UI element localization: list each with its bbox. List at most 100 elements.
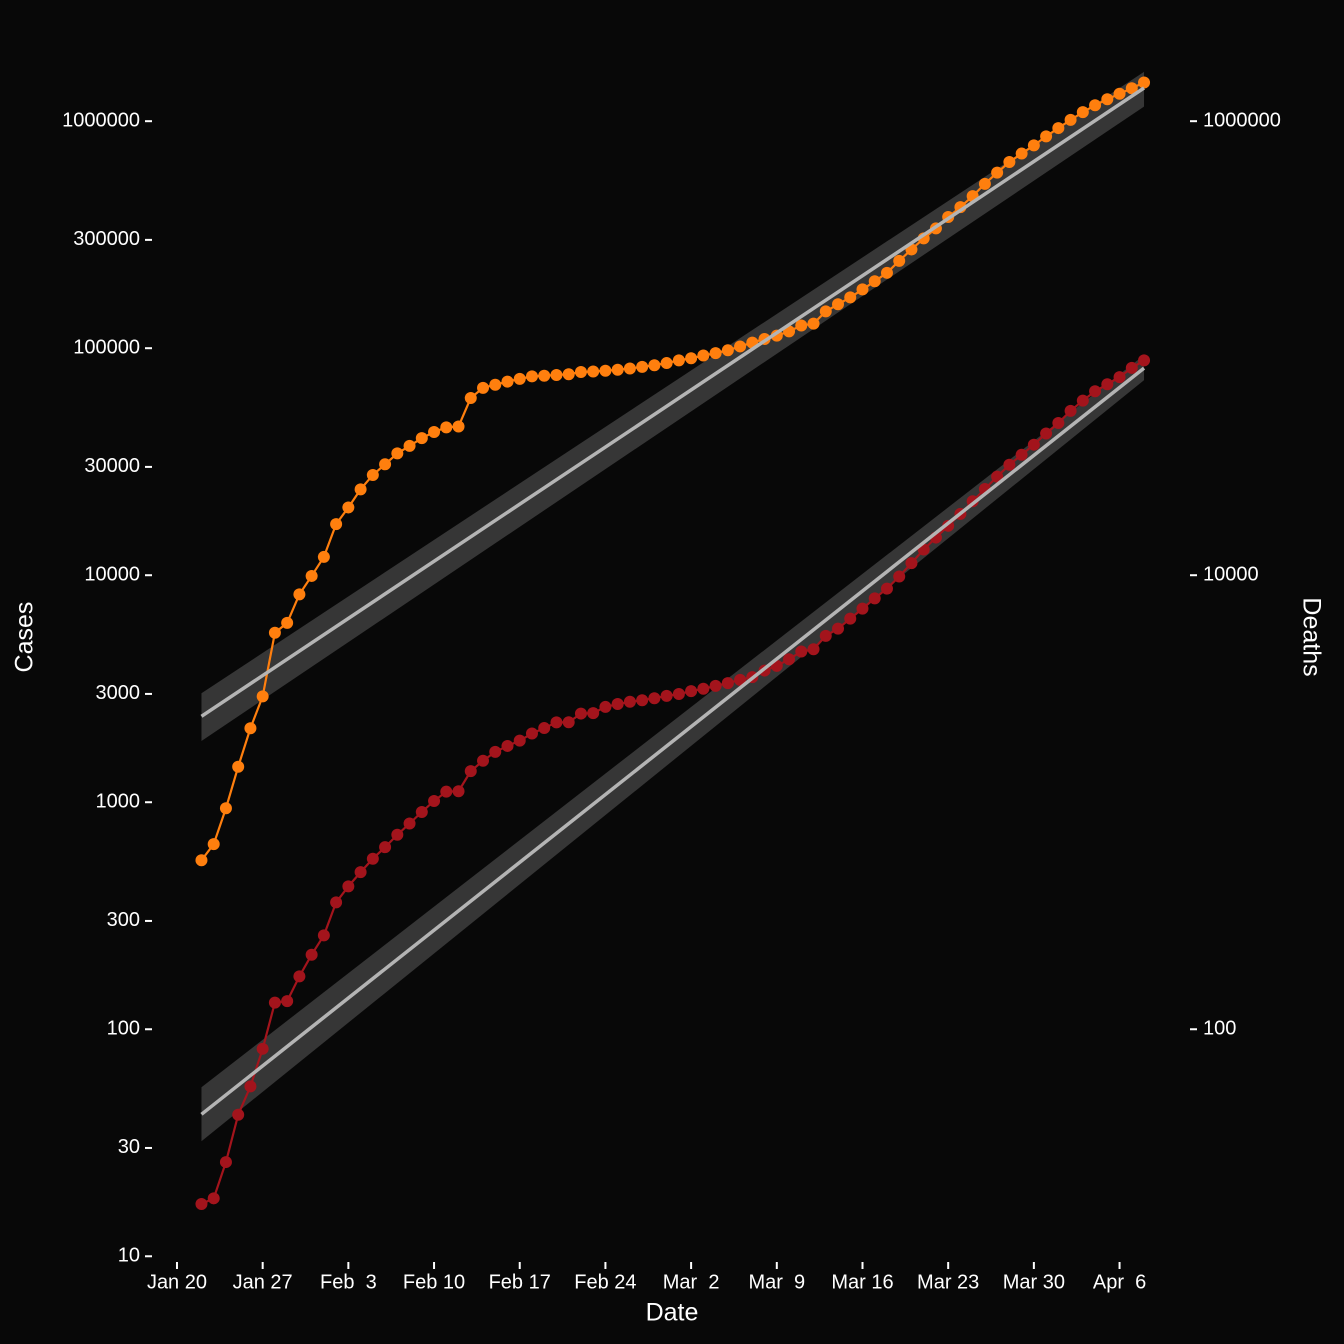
- data-point: [721, 344, 734, 357]
- data-point: [415, 432, 428, 445]
- y-tick-label: 30: [118, 1136, 140, 1158]
- data-point: [293, 970, 306, 983]
- data-point: [856, 602, 869, 615]
- data-point: [1101, 378, 1114, 391]
- data-point: [611, 698, 624, 711]
- data-point: [1015, 448, 1028, 461]
- data-point: [464, 765, 477, 778]
- y-tick-label: 100: [107, 1018, 140, 1040]
- data-point: [550, 716, 563, 729]
- data-point: [1027, 139, 1040, 152]
- data-point: [697, 349, 710, 362]
- data-point: [1113, 87, 1126, 100]
- data-point: [1113, 371, 1126, 384]
- data-point: [648, 359, 661, 372]
- data-point: [244, 722, 257, 735]
- data-point: [513, 734, 526, 747]
- data-point: [317, 929, 330, 942]
- data-point: [1138, 76, 1151, 89]
- fit-line: [200, 86, 1146, 718]
- y-tick-label: 10000: [84, 563, 140, 585]
- data-point: [1125, 82, 1138, 95]
- y-tick-label: 300000: [73, 228, 140, 250]
- data-point: [513, 372, 526, 385]
- data-point: [697, 682, 710, 695]
- y2-tick-label: 100: [1203, 1018, 1236, 1040]
- data-point: [219, 1156, 232, 1169]
- data-point: [648, 692, 661, 705]
- data-point: [685, 685, 698, 698]
- data-point: [868, 275, 881, 288]
- data-point: [1040, 130, 1053, 143]
- data-point: [232, 760, 245, 773]
- y-tick-label: 3000: [96, 682, 141, 704]
- data-point: [464, 391, 477, 404]
- data-point: [281, 616, 294, 629]
- x-tick-label: Apr 6: [1093, 1271, 1146, 1293]
- data-point: [477, 381, 490, 394]
- y-tick-label: 30000: [84, 455, 140, 477]
- data-point: [293, 588, 306, 601]
- y-tick-label: 1000: [96, 791, 141, 813]
- data-point: [489, 378, 502, 391]
- data-point: [256, 1042, 269, 1055]
- x-tick-label: Feb 10: [403, 1271, 465, 1293]
- data-point: [477, 754, 490, 767]
- data-point: [1089, 385, 1102, 398]
- data-point: [844, 291, 857, 304]
- data-point: [599, 700, 612, 713]
- data-point: [219, 802, 232, 815]
- data-point: [1101, 93, 1114, 106]
- data-point: [587, 707, 600, 720]
- data-point: [868, 592, 881, 605]
- data-point: [795, 645, 808, 658]
- data-point: [391, 447, 404, 460]
- data-point: [330, 896, 343, 909]
- data-point: [1089, 99, 1102, 112]
- data-point: [1052, 122, 1065, 135]
- y-tick-label: 300: [107, 909, 140, 931]
- data-point: [819, 629, 832, 642]
- data-point: [991, 166, 1004, 179]
- data-point: [807, 643, 820, 656]
- data-point: [440, 785, 453, 798]
- data-point: [856, 283, 869, 296]
- data-point: [391, 828, 404, 841]
- y2-tick-label: 1000000: [1203, 109, 1281, 131]
- data-point: [623, 695, 636, 708]
- data-point: [734, 340, 747, 353]
- data-point: [599, 364, 612, 377]
- y2-axis-title: Deaths: [1297, 597, 1325, 676]
- data-point: [415, 805, 428, 818]
- data-point: [452, 785, 465, 798]
- y2-tick-label: 10000: [1203, 563, 1259, 585]
- data-point: [1003, 156, 1016, 169]
- data-point: [734, 673, 747, 686]
- data-point: [574, 707, 587, 720]
- data-point: [832, 298, 845, 311]
- x-tick-label: Mar 16: [831, 1271, 893, 1293]
- data-point: [672, 354, 685, 367]
- data-point: [1125, 361, 1138, 374]
- data-point: [232, 1108, 245, 1121]
- data-point: [354, 483, 367, 496]
- data-point: [268, 626, 281, 639]
- data-point: [1052, 417, 1065, 430]
- data-point: [366, 852, 379, 865]
- data-point: [660, 689, 673, 702]
- fit-line: [200, 366, 1146, 1116]
- data-point: [501, 375, 514, 388]
- x-axis-title: Date: [646, 1299, 699, 1327]
- data-point: [1138, 354, 1151, 367]
- data-point: [525, 370, 538, 383]
- data-point: [305, 948, 318, 961]
- data-point: [562, 368, 575, 381]
- data-point: [330, 518, 343, 531]
- data-point: [893, 254, 906, 267]
- data-point: [783, 653, 796, 666]
- y-tick-label: 1000000: [62, 109, 140, 131]
- data-point: [525, 727, 538, 740]
- data-point: [428, 425, 441, 438]
